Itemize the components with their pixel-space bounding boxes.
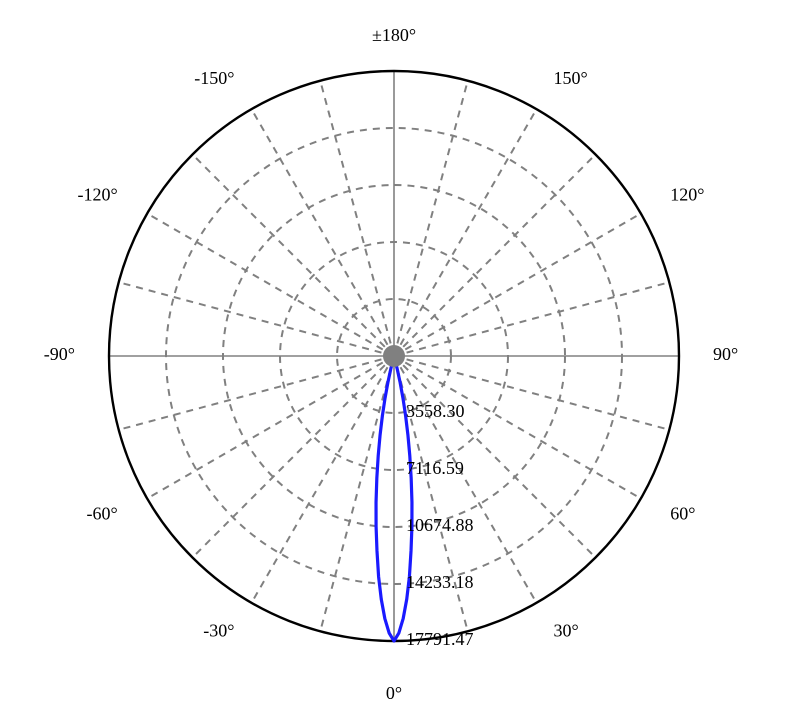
- radial-label: 10674.88: [406, 515, 474, 535]
- angle-label: 60°: [670, 504, 695, 524]
- center-dot: [383, 345, 405, 367]
- radial-label: 17791.47: [406, 629, 474, 649]
- angle-label: 90°: [713, 344, 738, 364]
- angle-label: 30°: [554, 620, 579, 640]
- angle-label: -90°: [44, 344, 75, 364]
- angle-label: 0°: [386, 683, 402, 703]
- angle-label: -60°: [87, 504, 118, 524]
- angle-label: ±180°: [372, 25, 416, 45]
- angle-label: -30°: [203, 620, 234, 640]
- radial-label: 3558.30: [406, 401, 465, 421]
- angle-label: -120°: [78, 185, 118, 205]
- angle-label: 120°: [670, 185, 704, 205]
- polar-chart: 3558.30 7116.59 10674.88 14233.18 17791.47 0°…: [0, 0, 789, 712]
- polar-chart-svg: 3558.30 7116.59 10674.88 14233.18 17791.47 0°…: [0, 0, 789, 712]
- radial-label: 14233.18: [406, 572, 474, 592]
- angle-label: 150°: [554, 68, 588, 88]
- angle-label: -150°: [194, 68, 234, 88]
- radial-label: 7116.59: [406, 458, 464, 478]
